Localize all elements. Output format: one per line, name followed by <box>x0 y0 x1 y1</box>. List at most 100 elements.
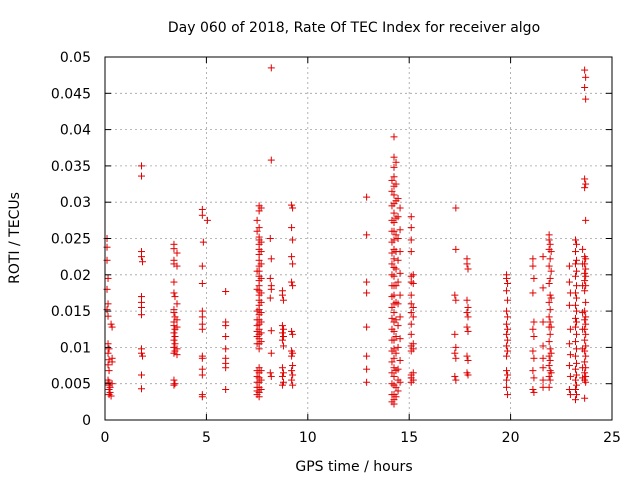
data-point <box>582 265 590 273</box>
y-tick-label: 0.05 <box>60 50 91 66</box>
y-tick-labels: 0 0.005 0.01 0.015 0.02 0.025 0.03 0.035 0.04 0.0… <box>51 50 91 429</box>
data-point <box>390 345 398 353</box>
data-point <box>394 235 402 242</box>
y-tick-label: 0.045 <box>51 86 91 102</box>
data-point <box>582 320 590 328</box>
y-tick-label: 0.035 <box>51 159 91 175</box>
data-point <box>451 291 459 299</box>
y-tick-label: 0.025 <box>51 232 91 248</box>
data-point <box>573 318 581 326</box>
data-point <box>198 211 206 219</box>
data-point <box>582 272 590 280</box>
data-point <box>529 367 537 375</box>
data-point <box>394 300 402 308</box>
data-point <box>452 376 460 384</box>
data-point <box>452 296 460 304</box>
data-point <box>279 296 287 304</box>
data-point <box>582 352 590 360</box>
data-point <box>390 227 398 235</box>
data-point <box>571 338 579 346</box>
data-point <box>138 349 146 357</box>
data-point <box>222 386 230 394</box>
data-point <box>198 325 206 333</box>
data-point <box>255 345 263 353</box>
data-point <box>390 272 398 280</box>
data-point <box>257 238 265 246</box>
data-point <box>363 289 371 297</box>
data-point <box>546 274 554 282</box>
data-point <box>173 316 181 324</box>
data-point <box>503 383 511 391</box>
data-point <box>388 369 396 377</box>
data-point <box>363 352 371 360</box>
x-tick-label: 20 <box>502 430 520 446</box>
data-point <box>504 313 512 321</box>
data-point <box>504 391 512 399</box>
data-point <box>278 291 286 299</box>
data-point <box>503 320 511 328</box>
data-point <box>138 311 146 319</box>
data-point <box>173 323 181 331</box>
data-point <box>267 349 275 357</box>
data-point <box>392 231 400 239</box>
data-point <box>407 236 415 244</box>
data-point <box>452 343 460 351</box>
data-point <box>138 303 146 311</box>
data-point <box>571 272 579 280</box>
data-point <box>530 333 538 341</box>
data-point <box>582 73 590 81</box>
data-point <box>388 249 396 257</box>
data-point <box>390 354 398 362</box>
data-point <box>392 383 400 391</box>
data-point <box>582 330 590 338</box>
data-point <box>539 364 547 372</box>
data-point <box>546 306 554 314</box>
x-tick-label: 15 <box>400 430 418 446</box>
data-point <box>266 369 274 377</box>
data-point <box>388 303 396 311</box>
data-point <box>257 260 265 268</box>
data-point <box>390 236 398 244</box>
data-point <box>222 364 230 372</box>
data-point <box>504 336 512 344</box>
data-point <box>170 329 178 337</box>
data-point <box>257 329 265 337</box>
data-point <box>545 313 553 321</box>
data-point <box>503 342 511 350</box>
data-point <box>571 314 579 322</box>
data-point <box>566 372 574 380</box>
data-point <box>390 173 398 181</box>
data-point <box>390 163 398 171</box>
data-point <box>573 267 581 275</box>
data-point <box>571 260 579 268</box>
data-point <box>363 231 371 239</box>
data-point <box>278 381 286 389</box>
data-point <box>170 309 178 317</box>
data-point <box>503 352 511 360</box>
data-point <box>451 330 459 338</box>
data-point <box>547 294 555 302</box>
data-point <box>407 248 415 256</box>
data-point <box>573 256 581 264</box>
y-tick-label: 0 <box>82 413 91 429</box>
y-tick-label: 0.02 <box>60 268 91 284</box>
data-point <box>573 359 581 367</box>
data-point <box>288 201 296 209</box>
data-point <box>170 278 178 286</box>
data-point <box>198 393 206 401</box>
y-tick-label: 0.015 <box>51 304 91 320</box>
data-point <box>581 184 589 192</box>
data-point <box>451 349 459 357</box>
data-point <box>409 280 417 288</box>
data-point <box>266 274 274 282</box>
data-point <box>288 278 296 286</box>
data-point <box>394 387 402 395</box>
data-point <box>392 333 400 341</box>
data-point <box>267 64 275 72</box>
data-point <box>104 349 112 357</box>
data-point <box>288 352 296 360</box>
data-point <box>582 180 590 188</box>
data-point <box>581 269 589 277</box>
data-point <box>173 249 181 257</box>
data-point <box>139 258 147 266</box>
